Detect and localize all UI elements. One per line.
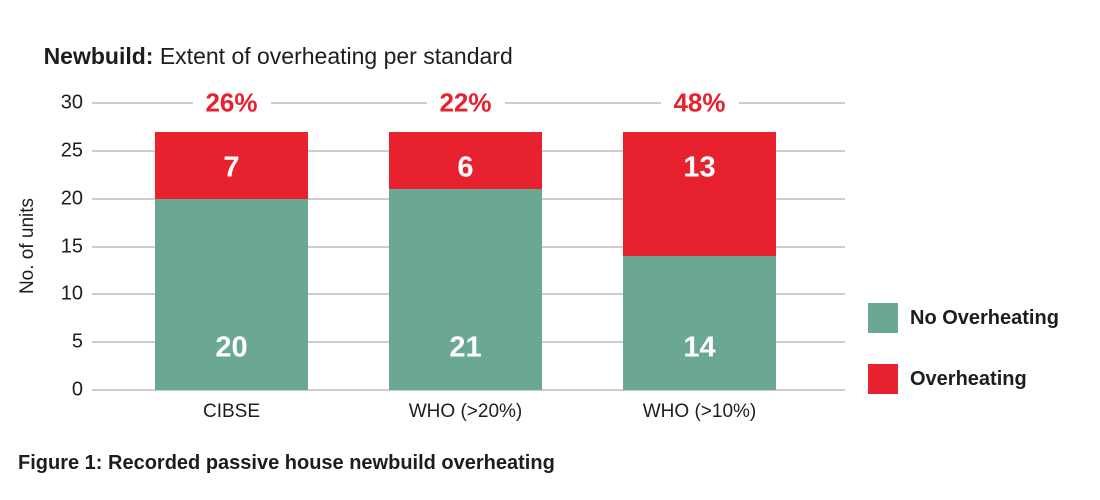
bar-group-WHO (>20%): 6 21 22% WHO (>20%) [389,87,542,422]
bar-segment-no-overheating [389,189,542,390]
bar-stack [155,131,308,390]
legend-item-overheating: Overheating [868,364,1059,394]
overheating-value-label: 6 [457,151,474,184]
bar-stack [623,131,776,390]
legend-item-no-overheating: No Overheating [868,303,1059,333]
bar-segment-overheating [623,131,776,257]
y-tick-label-15: 15 [60,235,83,257]
overheating-value-label: 7 [223,151,240,184]
no-overheating-value-label: 21 [449,331,482,364]
chart-title-emphasis: Newbuild: [43,43,154,69]
figure-caption: Figure 1: Recorded passive house newbuil… [18,452,555,474]
y-tick-label-30: 30 [60,91,83,114]
y-tick-label-20: 20 [60,187,83,210]
bar-group-WHO (>10%): 13 14 48% WHO (>10%) [623,87,776,422]
y-tick-label-0: 0 [71,378,83,401]
overheating-percent-label: 26% [192,87,271,119]
y-tick-label-10: 10 [60,282,83,305]
x-axis-category-label: WHO (>10%) [642,401,757,422]
chart-title-text: Extent of overheating per standard [153,43,513,69]
y-tick-label-5: 5 [71,330,83,353]
legend-label: Overheating [910,367,1027,390]
bar-segment-overheating [389,131,542,190]
chart-title: Newbuild: Extent of overheating per stan… [18,16,513,97]
y-axis-title: No. of units [17,197,38,295]
x-axis-category-label: WHO (>20%) [408,401,523,422]
legend: No Overheating Overheating [868,303,1059,394]
legend-label: No Overheating [910,306,1059,329]
bar-group-CIBSE: 7 20 26% CIBSE [155,87,308,422]
y-tick-label-25: 25 [60,139,83,162]
no-overheating-value-label: 14 [683,331,716,364]
gridline-0 [92,389,845,391]
overheating-value-label: 13 [683,151,716,184]
bar-segment-no-overheating [155,198,308,390]
overheating-percent-label: 48% [660,87,739,119]
legend-swatch-green [868,303,898,333]
bar-segment-no-overheating [623,256,776,390]
x-axis-category-label: CIBSE [202,401,261,422]
overheating-percent-label: 22% [426,87,505,119]
bar-stack [389,131,542,390]
plot-area: 0 5 10 15 20 25 30 7 20 26% CIBSE 6 21 22% WHO (>20%) 1… [61,87,845,422]
legend-swatch-red [868,364,898,394]
bar-segment-overheating [155,131,308,199]
no-overheating-value-label: 20 [215,331,248,364]
